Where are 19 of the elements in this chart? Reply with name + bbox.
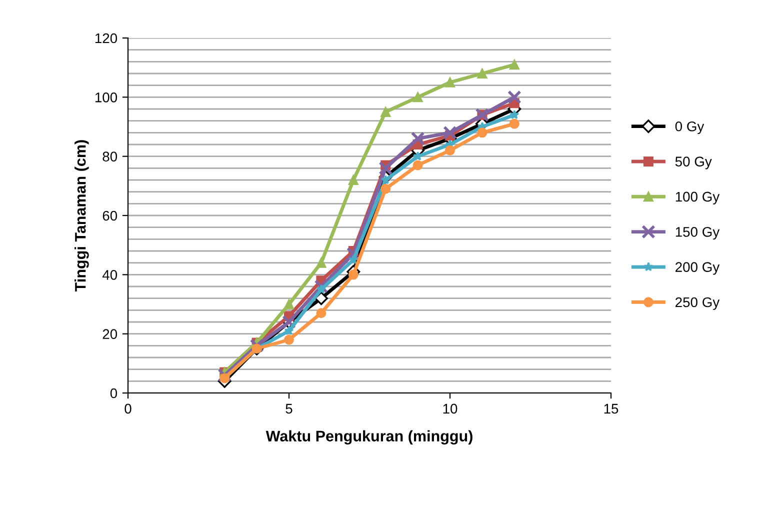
legend-label: 100 Gy	[676, 192, 720, 204]
y-tick-label: 60	[102, 210, 118, 221]
y-tick-label: 20	[102, 329, 118, 340]
legend-label: 50 Gy	[675, 156, 712, 170]
y-tick-label: 100	[95, 92, 118, 102]
y-tick-label: 120	[95, 33, 118, 44]
legend-label: 0 Gy	[675, 121, 704, 134]
x-tick-label: 10	[443, 404, 458, 414]
x-tick-label: 0	[124, 404, 132, 414]
y-tick-label: 0	[110, 388, 118, 398]
legend-label: 200 Gy	[676, 262, 720, 275]
y-tick-label: 40	[102, 270, 118, 280]
x-tick-label: 5	[286, 404, 292, 414]
legend-label: 250 Gy	[676, 297, 720, 310]
x-axis-title: Waktu Pengukuran (minggu)	[266, 430, 472, 445]
legend-label: 150 Gy	[676, 226, 720, 240]
y-tick-label: 80	[102, 152, 118, 162]
y-axis-title: Tinggi Tanaman (cm)	[74, 140, 89, 292]
x-tick-label: 15	[604, 404, 618, 414]
